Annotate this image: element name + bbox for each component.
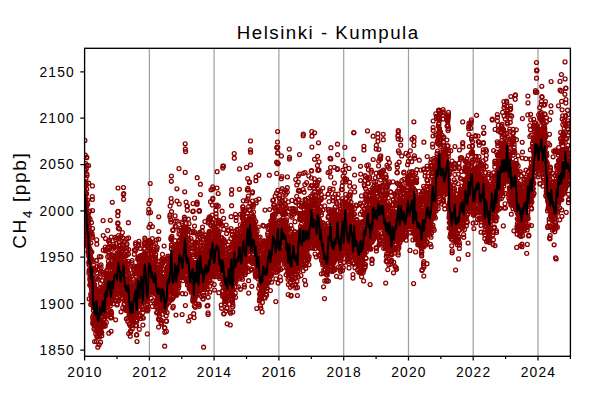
svg-text:2020: 2020	[391, 365, 426, 380]
svg-text:2016: 2016	[262, 365, 297, 380]
svg-text:2050: 2050	[40, 157, 75, 172]
svg-text:1900: 1900	[40, 297, 75, 312]
svg-text:1850: 1850	[40, 343, 75, 358]
svg-text:2022: 2022	[456, 365, 491, 380]
svg-text:2024: 2024	[521, 365, 556, 380]
svg-text:2000: 2000	[40, 204, 75, 219]
svg-text:1950: 1950	[40, 250, 75, 265]
svg-text:2014: 2014	[197, 365, 232, 380]
svg-text:2012: 2012	[132, 365, 167, 380]
svg-text:2150: 2150	[40, 65, 75, 80]
svg-text:2100: 2100	[40, 111, 75, 126]
svg-text:2018: 2018	[326, 365, 361, 380]
svg-text:Helsinki - Kumpula: Helsinki - Kumpula	[237, 22, 420, 43]
svg-text:2010: 2010	[67, 365, 102, 380]
